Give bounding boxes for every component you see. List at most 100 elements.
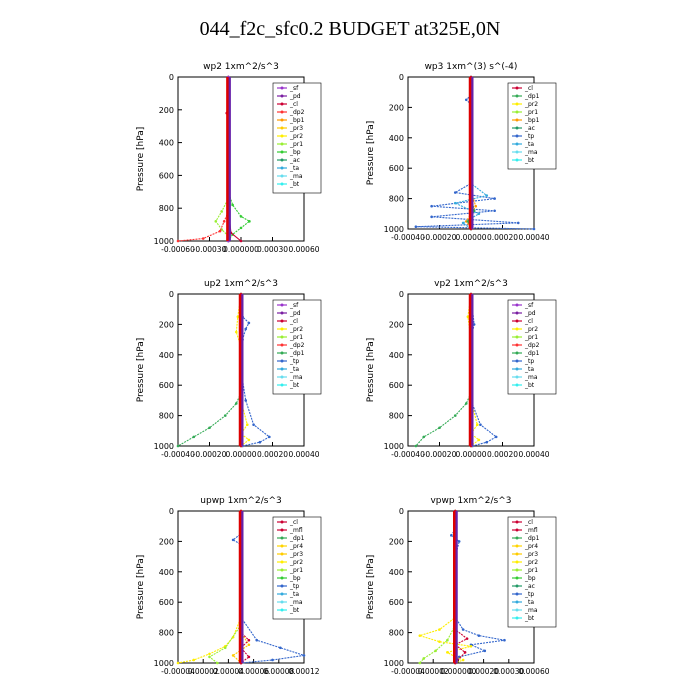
- legend-marker-tp: [515, 359, 519, 363]
- point-tp: [485, 440, 489, 444]
- legend-marker-pr4: [515, 544, 519, 548]
- point-dp1: [466, 220, 470, 223]
- point-tp: [479, 423, 482, 427]
- x-tick-label: -0.00020: [193, 450, 227, 459]
- point-pr1: [208, 655, 211, 659]
- point-dp1: [438, 426, 441, 430]
- point-tp: [453, 191, 457, 194]
- series-mfl: [240, 511, 250, 664]
- legend-label-bp: _bp: [289, 149, 301, 156]
- x-tick-label: 0.00006: [238, 667, 269, 676]
- legend-label-dp1: _dp1: [524, 535, 540, 542]
- legend-marker-mfl: [280, 528, 284, 532]
- y-tick-label: 0: [169, 290, 174, 299]
- legend-marker-pr2: [515, 102, 519, 106]
- legend-marker-bp: [280, 150, 284, 154]
- legend-label-pd: _pd: [524, 310, 536, 317]
- point-pr2: [208, 652, 211, 656]
- legend-marker-pr3: [280, 126, 284, 130]
- point-dp1: [223, 414, 227, 417]
- legend-marker-bt: [280, 182, 284, 186]
- x-tick-label: 0.00000: [455, 233, 486, 242]
- legend-marker-pr4: [280, 544, 284, 548]
- legend: _sf_pd_cl_dp2_bp1_pr3_pr2_pr1_bp_ac_ta_m…: [272, 82, 322, 194]
- legend-marker-ma: [515, 608, 519, 612]
- legend-marker-pr2: [280, 134, 284, 138]
- legend-marker-pr2: [515, 560, 519, 564]
- legend-marker-cl: [280, 102, 284, 106]
- y-tick-label: 600: [389, 164, 404, 173]
- y-tick-label: 0: [169, 73, 174, 82]
- y-axis-label: Pressure [hPa]: [136, 555, 146, 620]
- legend-label-ma: _ma: [289, 599, 303, 606]
- x-tick-label: 0.00004: [213, 667, 244, 676]
- x-tick-label: -0.00030: [193, 245, 227, 254]
- legend-label-cl: _cl: [289, 318, 298, 325]
- y-tick-label: 400: [389, 351, 404, 360]
- legend-label-tp: _tp: [289, 583, 299, 590]
- y-tick-label: 600: [159, 381, 174, 390]
- legend-marker-pr1: [280, 568, 284, 572]
- point-ta: [485, 194, 489, 197]
- point-pr3: [247, 643, 251, 647]
- legend-marker-pd: [280, 94, 284, 98]
- legend-label-bp: _bp: [289, 575, 301, 582]
- point-pr2: [176, 661, 180, 665]
- legend-label-ma: _ma: [524, 374, 538, 381]
- point-tp: [255, 638, 259, 642]
- legend-marker-dp1: [515, 94, 519, 98]
- y-tick-label: 200: [159, 106, 174, 115]
- x-tick-label: -0.00020: [423, 233, 457, 242]
- y-axis-label: Pressure [hPa]: [136, 127, 146, 192]
- legend-label-dp1: _dp1: [289, 350, 305, 357]
- point-tp: [516, 221, 520, 225]
- legend-marker-bp: [280, 576, 284, 580]
- series-bp: [227, 77, 251, 242]
- legend-marker-ma: [515, 150, 519, 154]
- point-tp: [450, 534, 453, 537]
- legend-label-ta: _ta: [289, 591, 299, 598]
- point-tp: [271, 658, 274, 662]
- series-tp: [450, 511, 505, 664]
- legend-marker-bp1: [515, 118, 519, 122]
- legend-label-pr2: _pr2: [289, 326, 303, 333]
- y-tick-label: 400: [159, 139, 174, 148]
- y-tick-label: 600: [389, 381, 404, 390]
- y-tick-label: 800: [159, 204, 174, 213]
- x-tick-label: 0.00060: [288, 245, 319, 254]
- point-pr3: [231, 654, 235, 657]
- point-pr1: [216, 661, 219, 665]
- point-tp: [231, 538, 235, 542]
- legend-marker-bt: [515, 383, 519, 387]
- legend-label-pd: _pd: [289, 93, 301, 100]
- legend-label-dp2: _dp2: [524, 342, 540, 349]
- x-tick-label: 0.00040: [518, 233, 549, 242]
- legend-label-pr2: _pr2: [524, 101, 538, 108]
- legend-label-dp2: _dp2: [289, 342, 305, 349]
- legend-marker-dp1: [515, 536, 519, 540]
- legend-marker-ta: [280, 367, 284, 371]
- legend-label-tp: _tp: [524, 133, 534, 140]
- y-tick-label: 800: [159, 629, 174, 638]
- point-dp1: [414, 444, 418, 448]
- y-tick-label: 1000: [154, 237, 174, 246]
- y-tick-label: 800: [159, 412, 174, 421]
- x-tick-label: -0.00040: [161, 450, 195, 459]
- legend-marker-ma: [280, 174, 284, 178]
- legend-marker-pr2: [280, 560, 284, 564]
- series-pr2: [417, 511, 472, 664]
- legend-marker-pd: [515, 311, 519, 315]
- legend-marker-cl: [515, 520, 519, 524]
- x-tick-label: 0.00040: [288, 450, 319, 459]
- point-dp1: [422, 435, 426, 439]
- legend-marker-pr1: [280, 142, 284, 146]
- y-tick-label: 1000: [384, 659, 404, 668]
- point-tp: [503, 638, 506, 642]
- legend-marker-ac: [515, 584, 519, 588]
- legend-label-pr1: _pr1: [289, 334, 303, 341]
- point-tp: [493, 209, 496, 213]
- panel-vpwp: vpwp 1xm^2/s^3 Pressure [hPa] 0 200 400 600 80…: [366, 496, 557, 676]
- legend-label-bp1: _bp1: [524, 117, 540, 124]
- legend-label-cl: _cl: [524, 85, 533, 92]
